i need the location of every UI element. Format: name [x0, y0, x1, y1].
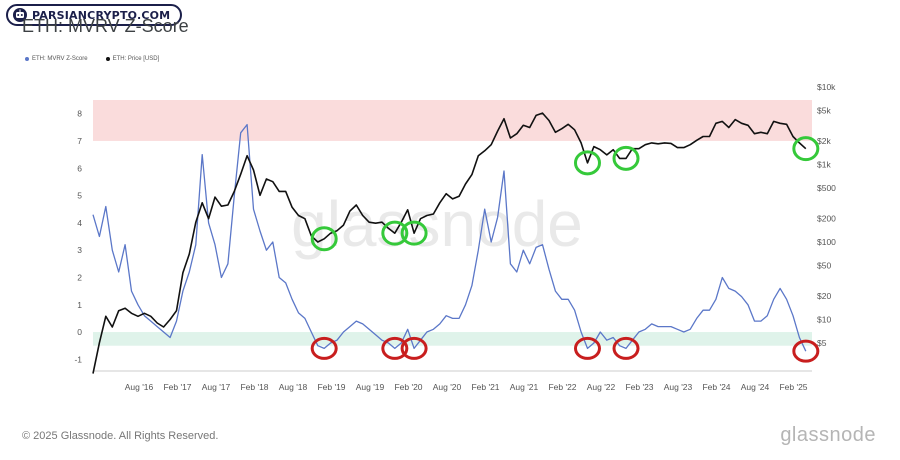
y-right-tick-label: $5 — [817, 338, 827, 348]
x-tick-label: Aug '18 — [279, 382, 308, 392]
green-circle-marker — [792, 136, 820, 162]
x-tick-label: Feb '23 — [625, 382, 653, 392]
y-left-tick-label: 8 — [77, 109, 82, 119]
y-right-tick-label: $2k — [817, 136, 831, 146]
x-tick-label: Aug '16 — [125, 382, 154, 392]
red-circle-marker — [573, 336, 601, 360]
annotation-circles — [310, 136, 820, 363]
green-circle-marker — [612, 145, 640, 171]
x-tick-label: Aug '20 — [433, 382, 462, 392]
y-right-tick-label: $10k — [817, 82, 836, 92]
copyright-text: © 2025 Glassnode. All Rights Reserved. — [22, 430, 219, 442]
y-right-tick-label: $5k — [817, 105, 831, 115]
x-tick-label: Aug '24 — [741, 382, 770, 392]
site-badge-label: PARSIANCRYPTO.COM — [32, 8, 171, 22]
y-left-tick-label: 3 — [77, 245, 82, 255]
y-right-tick-label: $50 — [817, 260, 831, 270]
robot-logo-icon — [13, 8, 27, 22]
red-circle-marker — [612, 336, 640, 360]
x-tick-label: Aug '23 — [664, 382, 693, 392]
y-left-tick-label: 0 — [77, 327, 82, 337]
band-red — [93, 100, 812, 141]
legend-swatch-price — [105, 57, 110, 61]
y-left-tick-label: 2 — [77, 272, 82, 282]
y-right-tick-label: $200 — [817, 214, 836, 224]
x-tick-label: Aug '19 — [356, 382, 385, 392]
legend-label-zscore: ETH: MVRV Z-Score — [32, 56, 88, 62]
x-tick-label: Feb '22 — [548, 382, 576, 392]
site-badge: PARSIANCRYPTO.COM — [6, 4, 183, 26]
chart-legend: ETH: MVRV Z-Score ETH: Price [USD] — [25, 56, 159, 62]
x-tick-label: Feb '24 — [702, 382, 730, 392]
y-left-tick-label: -1 — [74, 354, 82, 364]
x-tick-label: Feb '19 — [317, 382, 345, 392]
zone-bands — [93, 100, 812, 346]
green-circle-marker — [381, 220, 409, 246]
y-right-tick-label: $10 — [817, 314, 831, 324]
y-right-tick-label: $1k — [817, 159, 831, 169]
chart-title: ETH: MVRV Z-Score — [22, 16, 189, 36]
y-right-tick-label: $100 — [817, 237, 836, 247]
price-line — [92, 112, 807, 374]
legend-label-price: ETH: Price [USD] — [112, 56, 160, 62]
brand-logo: glassnode — [780, 424, 876, 446]
x-tick-label: Aug '17 — [202, 382, 231, 392]
x-tick-label: Aug '21 — [510, 382, 539, 392]
green-circle-marker — [400, 220, 428, 246]
green-circle-marker — [310, 226, 338, 252]
x-tick-label: Feb '17 — [163, 382, 191, 392]
x-axis-ticks: Aug '16 Feb '17 Aug '17 Feb '18 Aug '18 Feb '… — [125, 382, 808, 392]
green-circle-marker — [573, 150, 601, 176]
watermark: glassnode — [291, 188, 583, 260]
series-lines — [92, 112, 807, 374]
x-tick-label: Feb '18 — [240, 382, 268, 392]
red-circle-marker — [381, 336, 409, 360]
y-right-tick-label: $500 — [817, 183, 836, 193]
red-circle-marker — [400, 336, 428, 360]
y-left-tick-label: 1 — [77, 300, 82, 310]
y-left-tick-label: 6 — [77, 163, 82, 173]
y-left-tick-label: 5 — [77, 191, 82, 201]
y-axis-right: $10k $5k $2k $1k $500 $200 $100 $50 $20 $10 $5 — [817, 82, 836, 348]
x-tick-label: Feb '25 — [779, 382, 807, 392]
red-circle-marker — [310, 336, 338, 360]
y-axis-left: 8 7 6 5 4 3 2 1 0 -1 — [74, 109, 82, 365]
x-tick-label: Feb '21 — [471, 382, 499, 392]
x-tick-label: Aug '22 — [587, 382, 616, 392]
y-left-tick-label: 7 — [77, 136, 82, 146]
zscore-line — [92, 123, 807, 352]
band-green — [93, 332, 812, 346]
x-tick-label: Feb '20 — [394, 382, 422, 392]
red-circle-marker — [792, 339, 820, 363]
y-left-tick-label: 4 — [77, 218, 82, 228]
legend-item-zscore[interactable]: ETH: MVRV Z-Score — [25, 56, 88, 62]
legend-swatch-zscore — [25, 57, 29, 61]
legend-item-price[interactable]: ETH: Price [USD] — [105, 56, 160, 62]
y-right-tick-label: $20 — [817, 291, 831, 301]
